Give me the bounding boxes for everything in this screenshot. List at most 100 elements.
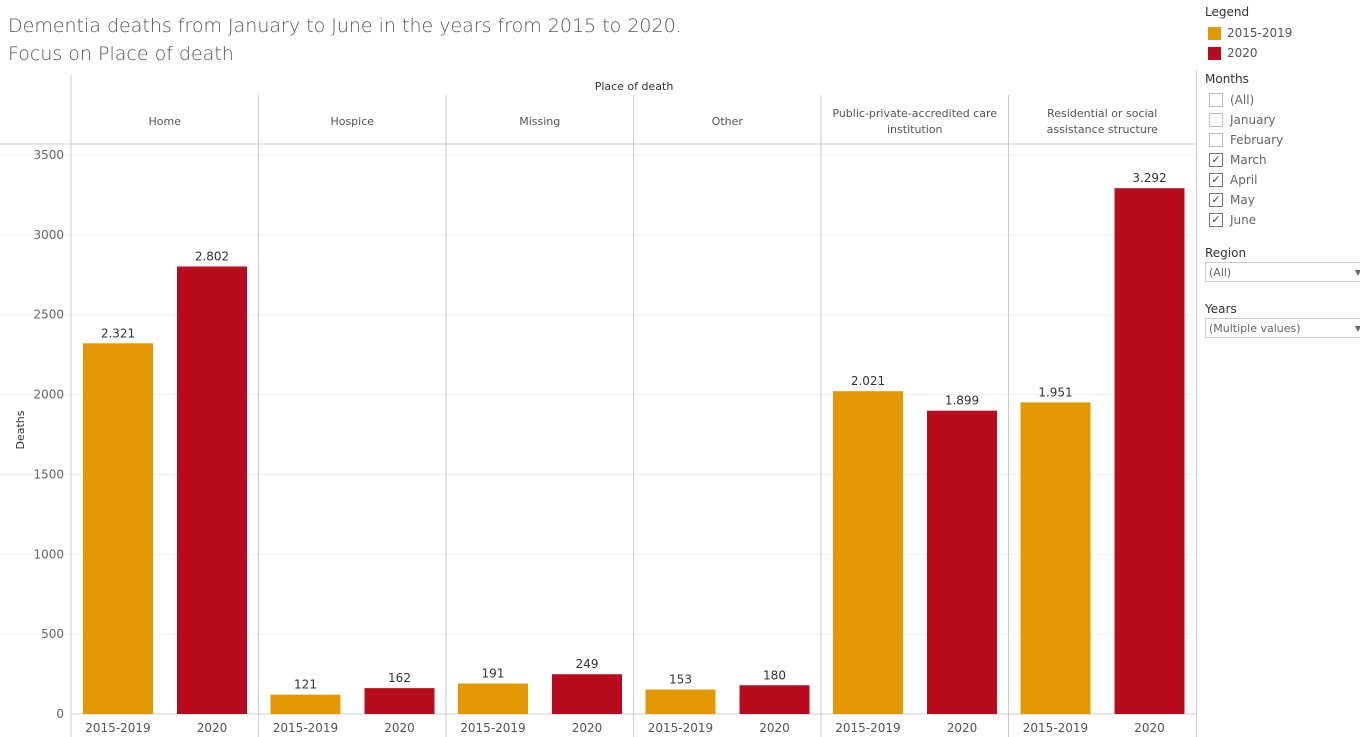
y-tick-label: 2500 [33, 308, 64, 322]
bar [645, 689, 716, 714]
y-tick-label: 3000 [33, 228, 64, 242]
data-label: 191 [482, 666, 505, 680]
data-label: 2.802 [195, 249, 229, 263]
data-label: 121 [294, 678, 317, 692]
y-axis-title: Deaths [14, 410, 27, 449]
bar-chart: 0 500 1000 1500 2000 2500 3000 3500 Place of dea… [0, 75, 1196, 737]
checkbox-icon[interactable] [1209, 133, 1223, 147]
x-tick-label: 2020 [947, 721, 978, 735]
month-checkbox[interactable]: ✓ June [1209, 210, 1283, 230]
x-tick-label: 2020 [197, 721, 228, 735]
legend-swatch [1208, 26, 1221, 40]
chevron-down-icon: ▼ [1354, 267, 1360, 277]
month-label: (All) [1230, 93, 1255, 107]
panel-header: Hospice [330, 115, 374, 128]
month-label: June [1230, 213, 1257, 227]
legend-item[interactable]: 2020 [1205, 43, 1292, 63]
chevron-down-icon: ▼ [1354, 323, 1360, 333]
legend: Legend 2015-2019 2020 [1205, 5, 1292, 63]
region-title: Region [1205, 246, 1247, 260]
panel-header: Other [712, 115, 744, 128]
data-label: 2.321 [101, 326, 135, 340]
bar [364, 688, 435, 714]
months-title: Months [1205, 72, 1249, 86]
x-tick-label: 2020 [1134, 721, 1165, 735]
month-checkbox[interactable]: ✓ May [1209, 190, 1283, 210]
x-tick-label: 2015-2019 [85, 721, 150, 735]
month-label: January [1230, 113, 1276, 127]
legend-item[interactable]: 2015-2019 [1205, 23, 1292, 43]
month-label: May [1230, 193, 1255, 207]
checkbox-icon[interactable] [1209, 93, 1223, 107]
month-label: February [1230, 133, 1284, 147]
bar [177, 266, 247, 714]
panel-header: Missing [519, 115, 560, 128]
checkmark-icon[interactable]: ✓ [1209, 193, 1223, 207]
panel-header: Public-private-accredited care [832, 107, 997, 120]
chart-title: Dementia deaths from January to June in … [8, 12, 682, 68]
y-tick-label: 3500 [33, 148, 64, 162]
title-line-1: Dementia deaths from January to June in … [8, 15, 682, 37]
bar [458, 683, 528, 714]
x-tick-label: 2015-2019 [1023, 721, 1088, 735]
years-value: (Multiple values) [1209, 321, 1301, 335]
x-tick-label: 2015-2019 [273, 721, 338, 735]
data-label: 180 [763, 668, 786, 682]
month-checkbox[interactable]: (All) [1209, 90, 1283, 110]
region-value: (All) [1209, 265, 1232, 279]
x-tick-label: 2020 [759, 721, 790, 735]
bar [552, 674, 622, 714]
column-header: Place of death [595, 80, 674, 93]
bar [83, 343, 153, 714]
panel-header: Residential or social [1047, 107, 1157, 120]
legend-label: 2015-2019 [1227, 26, 1293, 40]
month-label: March [1230, 153, 1267, 167]
x-tick-label: 2020 [572, 721, 603, 735]
data-label: 1.899 [945, 394, 979, 408]
month-label: April [1230, 173, 1258, 187]
panel-header: Home [149, 115, 182, 128]
x-tick-label: 2015-2019 [648, 721, 713, 735]
y-tick-label: 1500 [33, 467, 64, 481]
legend-title: Legend [1205, 5, 1250, 19]
legend-swatch [1208, 46, 1221, 60]
region-filter: Region (All) ▼ [1205, 246, 1360, 282]
checkbox-icon[interactable] [1209, 113, 1223, 127]
y-tick-label: 2000 [33, 388, 64, 402]
data-label: 1.951 [1038, 385, 1072, 399]
years-title: Years [1205, 302, 1237, 316]
month-checkbox[interactable]: February [1209, 130, 1283, 150]
months-filter: Months (All) January February ✓ March ✓ April ✓… [1205, 72, 1283, 230]
y-tick-label: 0 [56, 707, 64, 721]
x-tick-label: 2015-2019 [460, 721, 525, 735]
title-line-2: Focus on Place of death [8, 43, 234, 65]
bar [739, 685, 810, 714]
region-dropdown[interactable]: (All) ▼ [1205, 262, 1360, 282]
bar [833, 391, 903, 714]
checkmark-icon[interactable]: ✓ [1209, 173, 1223, 187]
data-label: 162 [388, 671, 411, 685]
checkmark-icon[interactable]: ✓ [1209, 213, 1223, 227]
data-label: 2.021 [851, 374, 885, 388]
x-tick-label: 2015-2019 [835, 721, 900, 735]
y-tick-label: 500 [41, 627, 64, 641]
checkmark-icon[interactable]: ✓ [1209, 153, 1223, 167]
month-checkbox[interactable]: ✓ April [1209, 170, 1283, 190]
bar [270, 694, 341, 714]
data-label: 3.292 [1132, 171, 1166, 185]
y-tick-label: 1000 [33, 547, 64, 561]
month-checkbox[interactable]: ✓ March [1209, 150, 1283, 170]
bar [1114, 188, 1185, 714]
x-tick-label: 2020 [384, 721, 415, 735]
panel-header: assistance structure [1047, 123, 1158, 136]
legend-label: 2020 [1227, 46, 1258, 60]
years-dropdown[interactable]: (Multiple values) ▼ [1205, 318, 1360, 338]
bar [927, 410, 997, 714]
data-label: 249 [576, 657, 599, 671]
month-checkbox[interactable]: January [1209, 110, 1283, 130]
bar [1020, 402, 1091, 714]
panel-header: institution [887, 123, 943, 136]
data-label: 153 [669, 673, 692, 687]
sidebar-divider [1196, 70, 1197, 737]
years-filter: Years (Multiple values) ▼ [1205, 302, 1360, 338]
